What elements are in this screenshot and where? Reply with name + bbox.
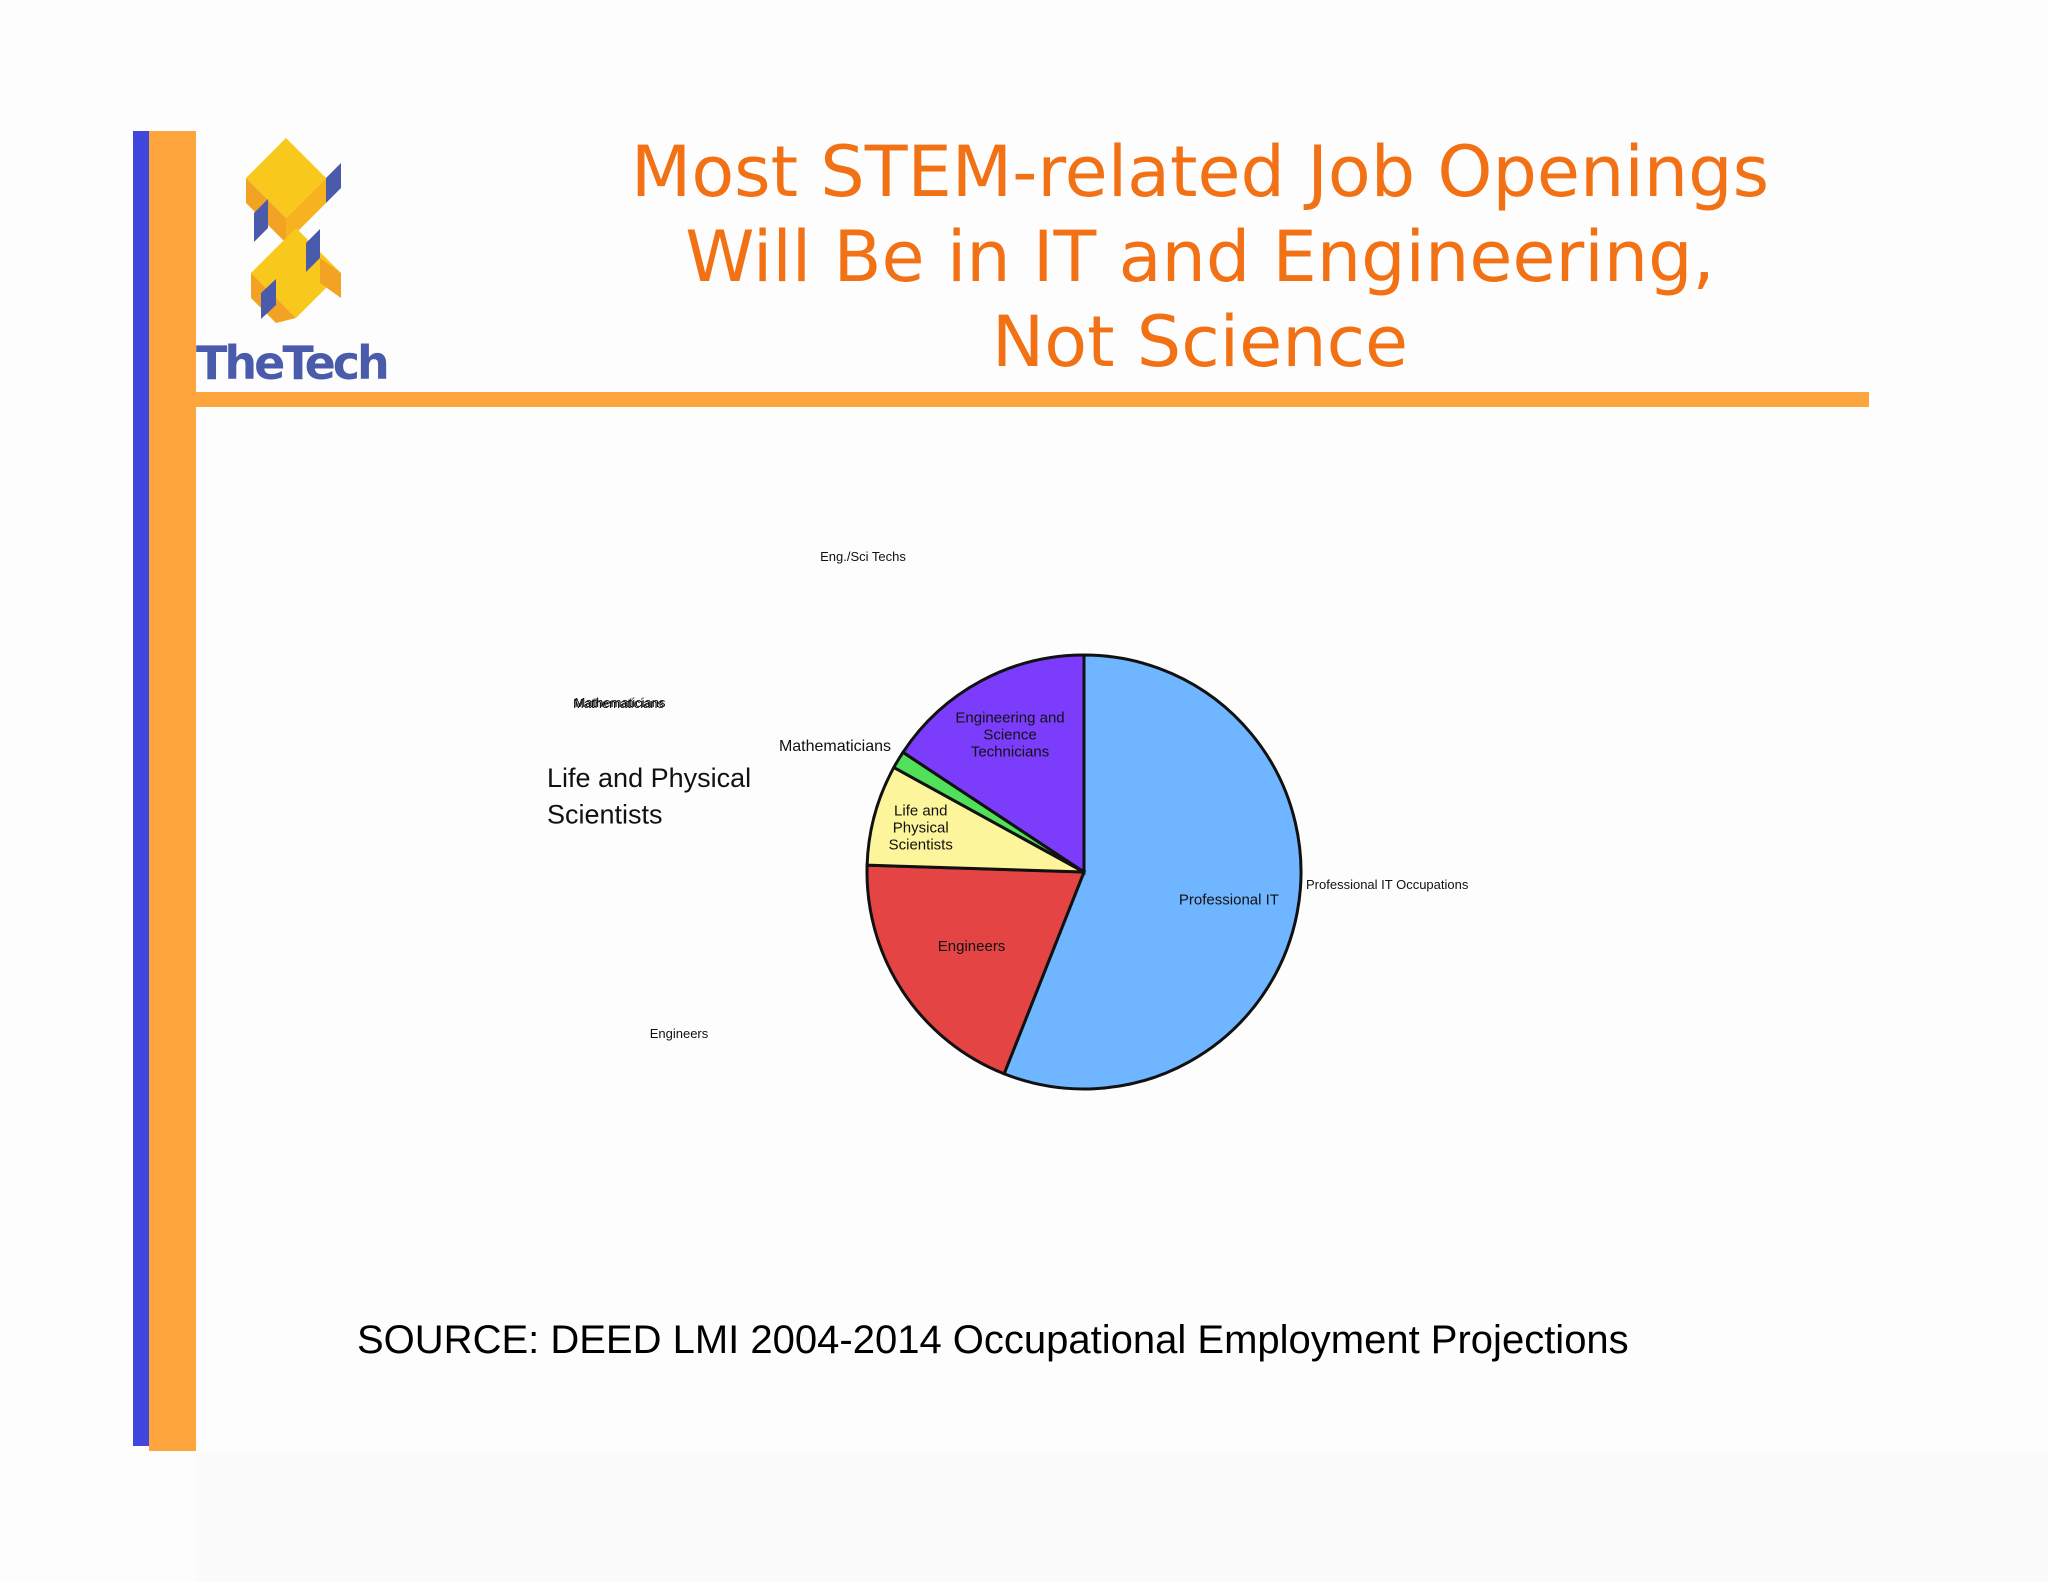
slide-title: Most STEM-related Job Openings Will Be i… — [630, 131, 1770, 383]
slice-label: Engineering and Science Technicians — [955, 709, 1064, 760]
outer-label-extra: Mathematicians — [574, 695, 666, 710]
outer-label: Engineers — [650, 1026, 709, 1041]
pie-slice-professional-it — [1002, 653, 1303, 1091]
pie-slice-engineering-and-science-technicians — [900, 653, 1086, 875]
thetech-logo-icon — [246, 138, 341, 323]
outer-label: Life and Physical Scientists — [547, 763, 751, 829]
outer-label: Mathematicians — [573, 696, 665, 711]
logo-trademark: ™ — [372, 357, 381, 367]
page-footer-area — [196, 1451, 2048, 1582]
outer-label: Eng./Sci Techs — [820, 549, 906, 564]
header-rule — [196, 392, 1869, 407]
slice-label: Engineers — [938, 938, 1006, 955]
slice-label: Life and Physical Scientists — [889, 802, 953, 853]
pie-slice-engineers — [865, 863, 1087, 1076]
thetech-logo: TheTech ™ — [196, 133, 396, 393]
slice-label: Professional IT — [1179, 892, 1279, 909]
pie-slice-life-and-physical-scientists — [865, 765, 1085, 874]
source-citation: SOURCE: DEED LMI 2004-2014 Occupational … — [357, 1318, 1629, 1362]
outer-label: Professional IT Occupations — [1306, 877, 1469, 892]
accent-bar-orange — [149, 131, 196, 1451]
slice-label-mathematicians: Mathematicians — [779, 738, 891, 755]
accent-bar-blue — [133, 131, 149, 1446]
logo-wordmark: TheTech — [196, 336, 390, 390]
